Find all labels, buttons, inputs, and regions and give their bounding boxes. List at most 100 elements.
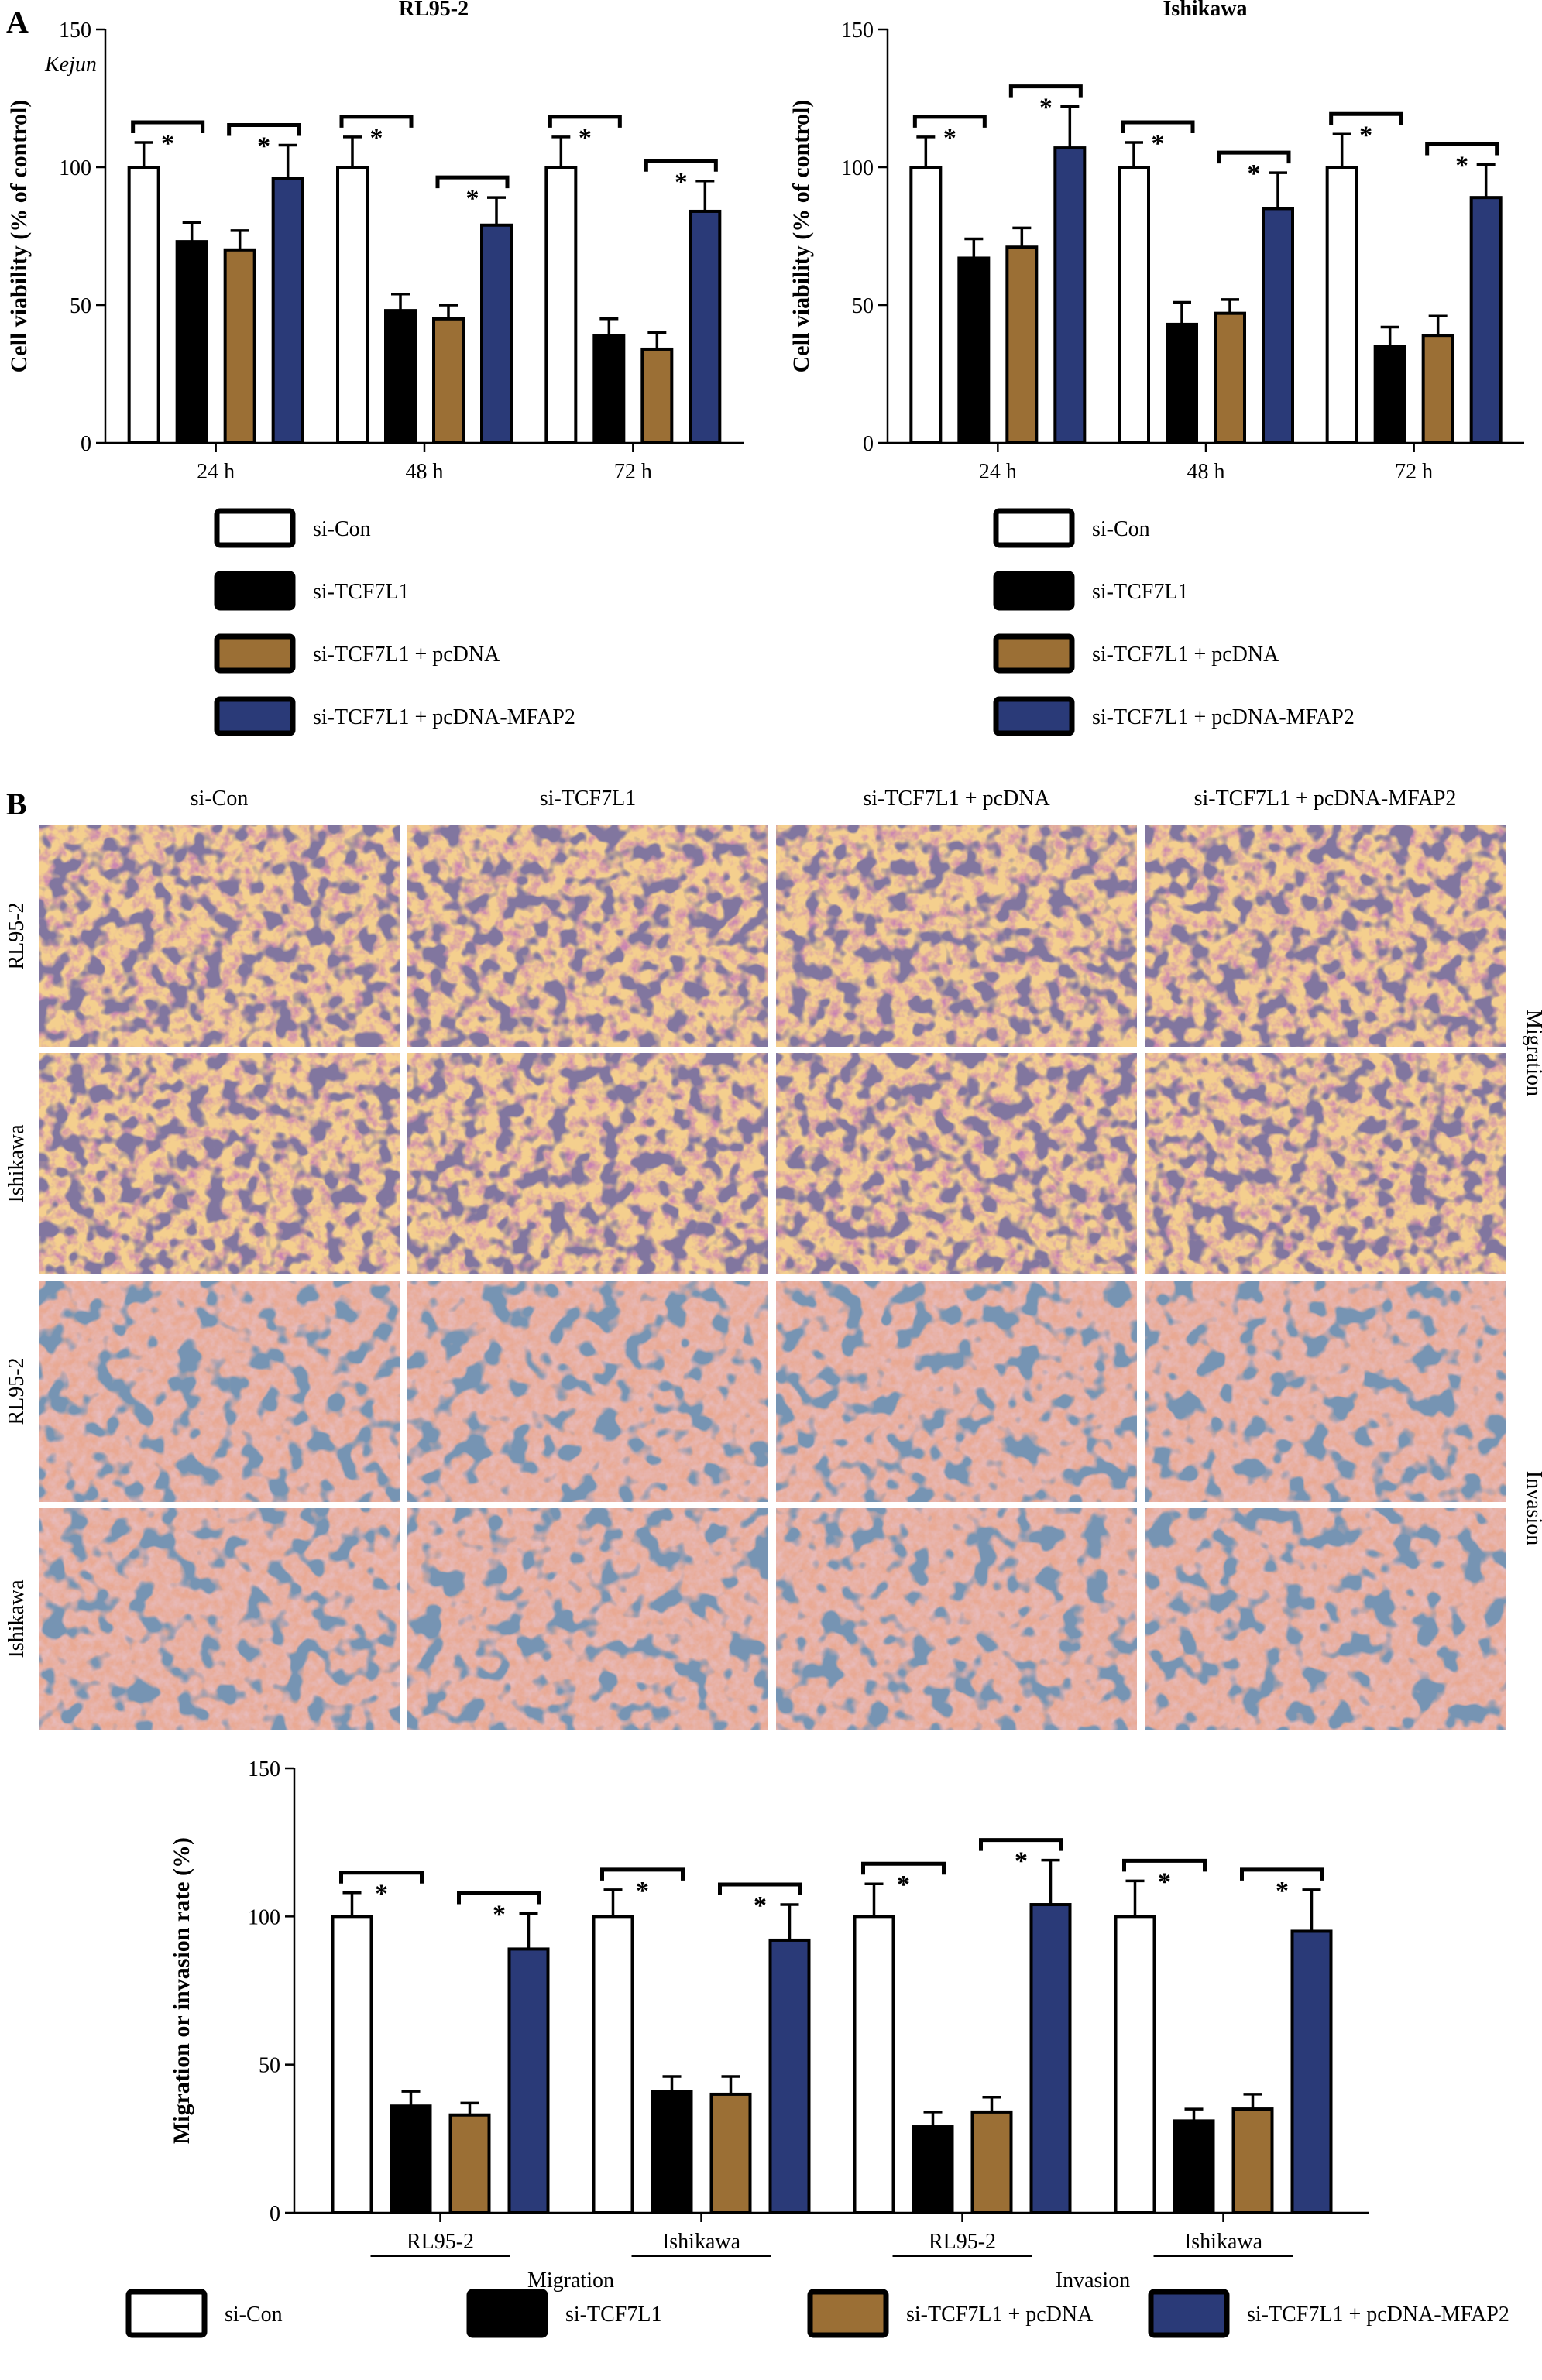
legend-label: si-Con bbox=[313, 517, 371, 541]
significance-star: * bbox=[1276, 1877, 1289, 1905]
micrograph-image bbox=[407, 825, 768, 1047]
legend-swatch bbox=[214, 696, 296, 736]
bar bbox=[1262, 207, 1294, 444]
bar bbox=[1166, 322, 1198, 445]
significance-star: * bbox=[675, 168, 688, 197]
y-axis-label: Cell viability (% of control) bbox=[6, 100, 32, 373]
significance-star: * bbox=[1015, 1847, 1028, 1876]
significance-star: * bbox=[754, 1891, 767, 1920]
bar bbox=[768, 1938, 811, 2215]
bar bbox=[651, 2090, 693, 2215]
micrograph-image bbox=[39, 1053, 400, 1274]
micrograph-image bbox=[776, 1508, 1137, 1730]
y-tick-label: 50 bbox=[852, 294, 874, 318]
y-tick-label: 50 bbox=[259, 2054, 280, 2078]
bar bbox=[223, 248, 256, 444]
bar bbox=[448, 2113, 491, 2214]
legend-label: si-Con bbox=[1092, 517, 1150, 541]
chart-ishikawa-viability: 0 50 100 150 Cell viability (% of control) Is… bbox=[788, 0, 1524, 484]
significance-star: * bbox=[493, 1901, 506, 1929]
bar bbox=[1173, 2119, 1215, 2214]
significance-bracket bbox=[1008, 84, 1083, 98]
chart-rl95-viability: 0 50 100 150 Cell viability (% of control) RL… bbox=[6, 0, 744, 484]
bar bbox=[1373, 345, 1406, 444]
y-tick-label: 150 bbox=[248, 1758, 280, 1782]
bar bbox=[175, 240, 208, 444]
legend-swatch bbox=[993, 696, 1075, 736]
significance-bracket bbox=[1217, 150, 1291, 164]
x-tick-label: 72 h bbox=[614, 460, 652, 484]
side-label: Invasion bbox=[1522, 1471, 1542, 1545]
bar bbox=[1325, 166, 1358, 444]
bar bbox=[689, 209, 722, 444]
bar bbox=[507, 1947, 550, 2215]
panel-a-label: A bbox=[6, 5, 29, 39]
micrograph-image bbox=[1145, 825, 1506, 1047]
bar bbox=[1290, 1929, 1333, 2214]
micrograph-image bbox=[407, 1508, 768, 1730]
bar bbox=[127, 166, 160, 444]
micrograph-image bbox=[776, 1053, 1137, 1274]
bar bbox=[912, 2125, 954, 2214]
significance-star: * bbox=[943, 124, 956, 153]
x-tick-label: 24 h bbox=[979, 460, 1017, 484]
micrograph-image bbox=[407, 1281, 768, 1502]
panel-b-label: B bbox=[6, 787, 27, 821]
legend-swatch bbox=[993, 633, 1075, 674]
bar bbox=[640, 347, 674, 444]
significance-star: * bbox=[897, 1871, 910, 1899]
legend-swatch bbox=[214, 633, 296, 674]
side-label: Migration bbox=[1522, 1010, 1542, 1096]
significance-bracket bbox=[979, 1838, 1063, 1851]
y-tick-label: 100 bbox=[59, 156, 91, 180]
legend-label: si-TCF7L1 bbox=[1092, 580, 1188, 604]
y-tick-label: 100 bbox=[841, 156, 874, 180]
legend-label: si-TCF7L1 + pcDNA bbox=[1092, 643, 1279, 667]
significance-bracket bbox=[339, 1871, 424, 1884]
significance-bracket bbox=[548, 115, 622, 128]
group-label: Invasion bbox=[1056, 2269, 1130, 2293]
x-tick-label: 72 h bbox=[1395, 460, 1433, 484]
row-label: RL95-2 bbox=[5, 1357, 29, 1425]
chart-migration-invasion: 0 50 100 150 Migration or invasion rate (%) *… bbox=[169, 1758, 1369, 2293]
micrograph-image bbox=[39, 825, 400, 1047]
column-label: si-TCF7L1 + pcDNA-MFAP2 bbox=[1194, 787, 1457, 811]
micrograph-image bbox=[407, 1053, 768, 1274]
y-tick-label: 150 bbox=[59, 19, 91, 43]
x-tick-label: Ishikawa bbox=[1184, 2230, 1263, 2254]
significance-bracket bbox=[1240, 1867, 1324, 1881]
significance-bracket bbox=[1329, 111, 1403, 125]
watermark-label: Kejun bbox=[44, 53, 97, 77]
micrograph-image bbox=[39, 1281, 400, 1502]
bar bbox=[909, 166, 943, 444]
legend-right: si-Con si-TCF7L1 si-TCF7L1 + pcDNA si-TCF7L… bbox=[993, 508, 1355, 736]
bar bbox=[592, 1915, 634, 2214]
bar bbox=[1421, 334, 1454, 444]
legend-label: si-TCF7L1 + pcDNA-MFAP2 bbox=[1247, 2303, 1509, 2327]
y-tick-label: 150 bbox=[841, 19, 874, 43]
bar bbox=[432, 317, 465, 444]
bar bbox=[336, 166, 369, 444]
legend-swatch bbox=[993, 571, 1075, 611]
bar bbox=[331, 1915, 373, 2214]
significance-star: * bbox=[579, 124, 592, 153]
significance-bracket bbox=[1121, 120, 1195, 133]
micrograph-image bbox=[776, 825, 1137, 1047]
legend-label: si-TCF7L1 + pcDNA bbox=[906, 2303, 1094, 2327]
significance-star: * bbox=[1359, 121, 1372, 149]
bar bbox=[1214, 311, 1246, 444]
legend-swatch bbox=[214, 571, 296, 611]
legend-label: si-TCF7L1 + pcDNA-MFAP2 bbox=[313, 705, 575, 729]
bar bbox=[970, 2110, 1013, 2214]
bar bbox=[1118, 166, 1150, 444]
x-tick-label: 24 h bbox=[197, 460, 235, 484]
legend-label: si-TCF7L1 + pcDNA bbox=[313, 643, 500, 667]
x-tick-label: RL95-2 bbox=[929, 2230, 996, 2254]
significance-star: * bbox=[375, 1880, 388, 1908]
significance-bracket bbox=[227, 123, 301, 136]
significance-star: * bbox=[1455, 151, 1468, 180]
bar bbox=[271, 177, 304, 445]
significance-star: * bbox=[1039, 94, 1053, 122]
bar bbox=[1231, 2107, 1274, 2214]
